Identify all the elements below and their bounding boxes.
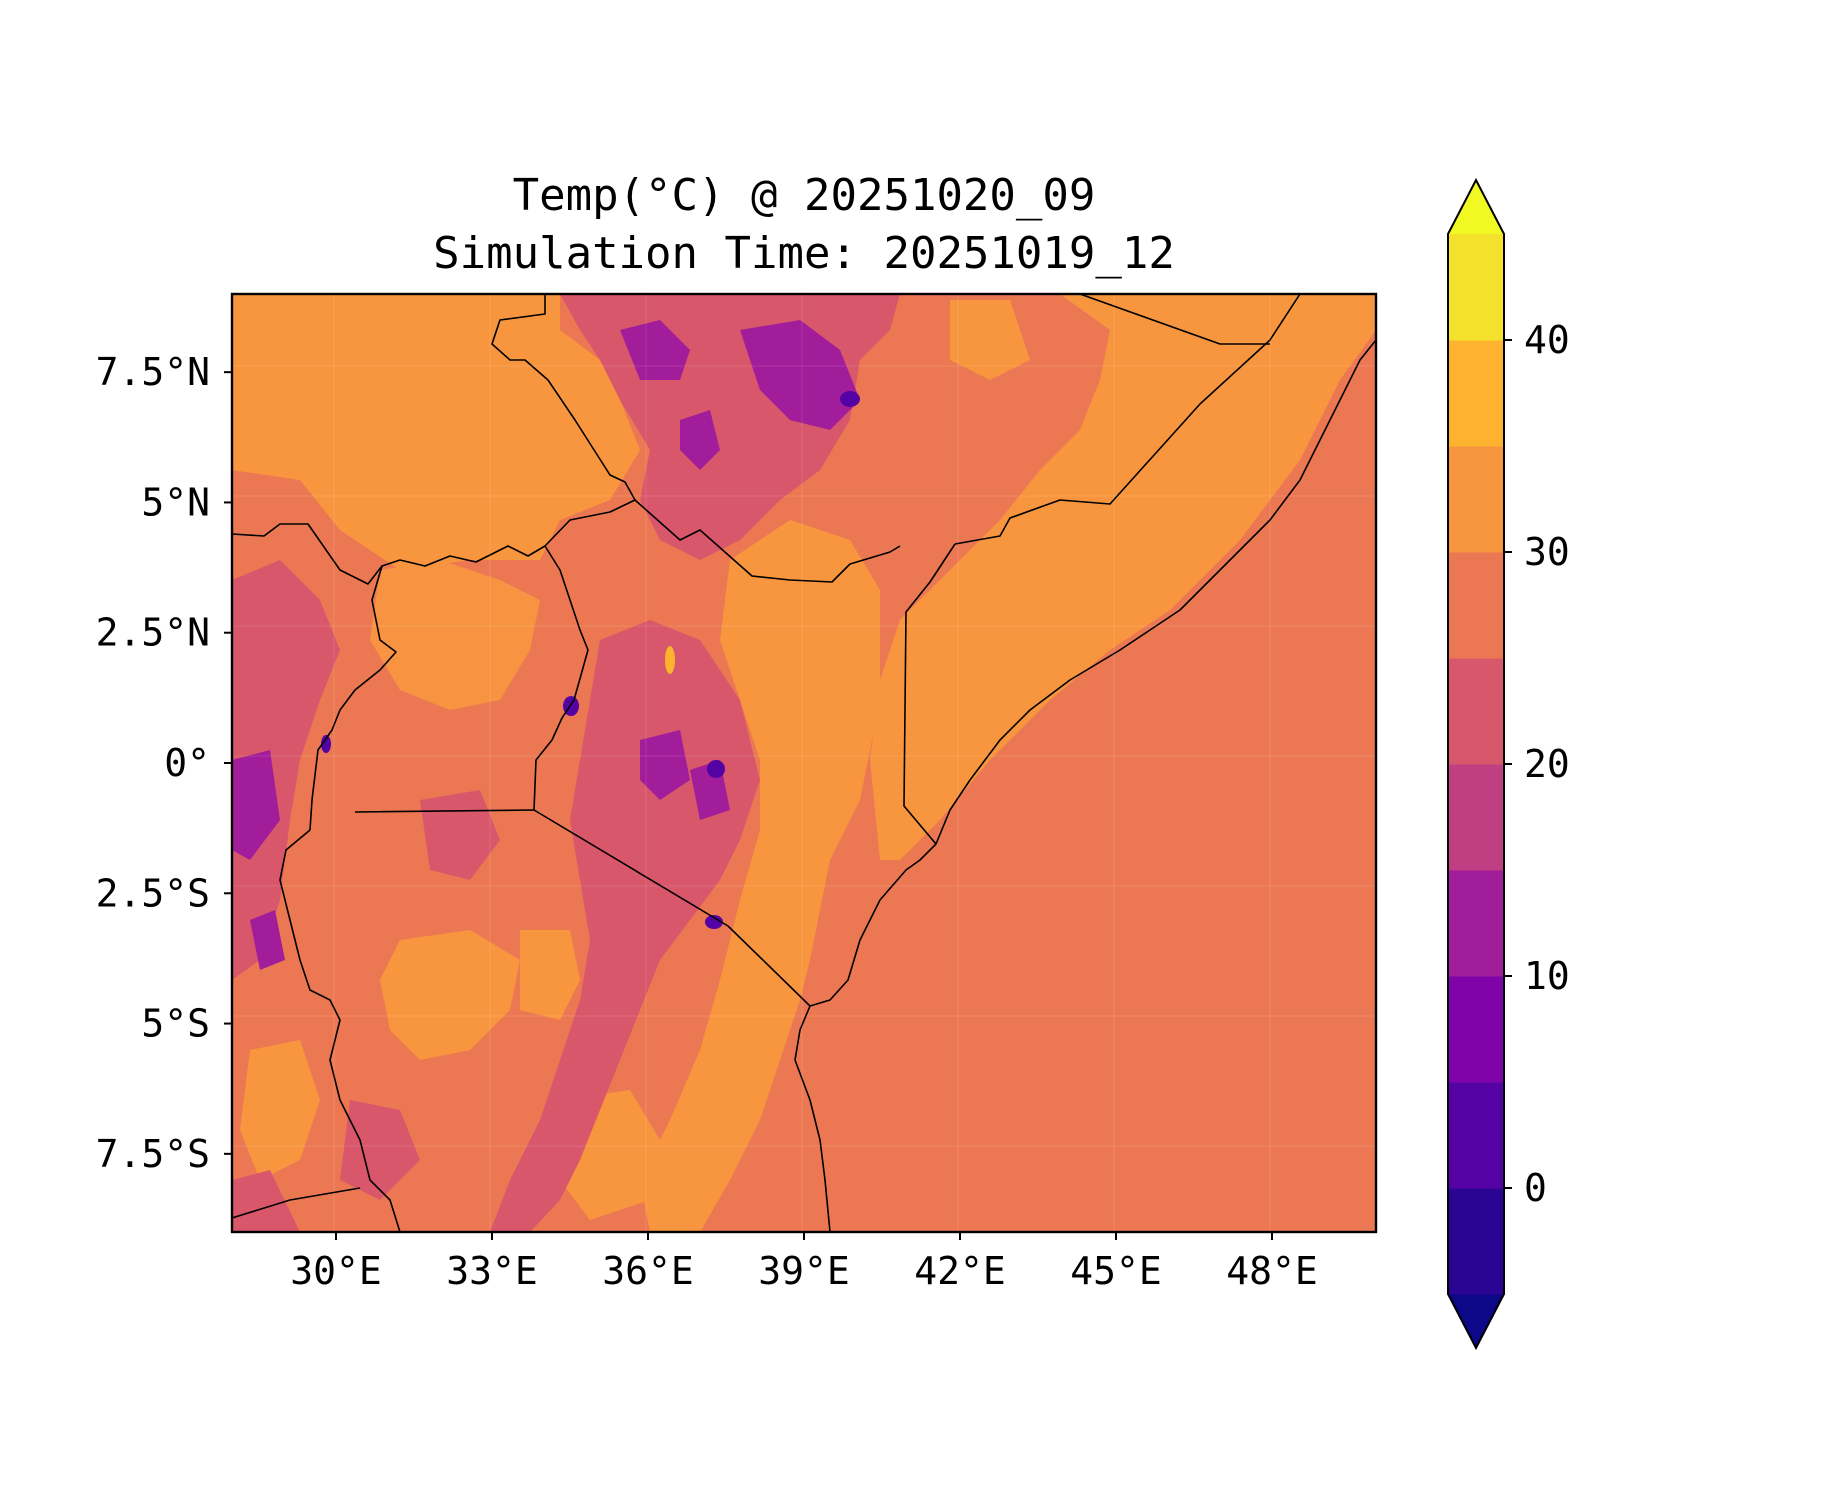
colorbar-bin xyxy=(1448,1188,1504,1295)
colorbar-bin xyxy=(1448,976,1504,1083)
colorbar-bin xyxy=(1448,234,1504,341)
colorbar: 40 30 20 10 0 xyxy=(1447,177,1570,1351)
y-tick-label: 7.5°S xyxy=(96,1132,210,1176)
y-tick-label: 2.5°S xyxy=(96,871,210,915)
colorbar-bin xyxy=(1448,340,1504,447)
x-tick-label: 30°E xyxy=(290,1249,382,1293)
x-tick-label: 48°E xyxy=(1226,1249,1318,1293)
colorbar-tick-label: 0 xyxy=(1524,1166,1547,1210)
colorbar-extend-under xyxy=(1448,1294,1504,1348)
x-tick-label: 45°E xyxy=(1070,1249,1162,1293)
y-tick-label: 0° xyxy=(164,741,210,785)
map-subtitle: Simulation Time: 20251019_12 xyxy=(433,228,1175,279)
country-borders xyxy=(232,294,1376,1232)
y-tick-label: 5°S xyxy=(141,1002,210,1046)
y-axis-ticks: 7.5°N 5°N 2.5°N 0° 2.5°S 5°S 7.5°S xyxy=(96,350,232,1176)
x-tick-label: 42°E xyxy=(914,1249,1006,1293)
colorbar-bin xyxy=(1448,446,1504,553)
colorbar-bin xyxy=(1448,764,1504,871)
colorbar-tick-label: 20 xyxy=(1524,742,1570,786)
colorbar-bin xyxy=(1448,658,1504,765)
y-tick-label: 5°N xyxy=(141,480,210,524)
colorbar-bin xyxy=(1448,552,1504,659)
cold-peaks xyxy=(232,320,860,970)
x-tick-label: 36°E xyxy=(602,1249,694,1293)
colorbar-bin xyxy=(1448,870,1504,977)
map-panel xyxy=(232,294,1376,1232)
x-tick-label: 33°E xyxy=(446,1249,538,1293)
y-tick-label: 7.5°N xyxy=(96,350,210,394)
hot-spots xyxy=(665,646,675,674)
y-tick-label: 2.5°N xyxy=(96,611,210,655)
x-tick-label: 39°E xyxy=(758,1249,850,1293)
colorbar-bin xyxy=(1448,1082,1504,1189)
map-title: Temp(°C) @ 20251020_09 xyxy=(513,170,1096,221)
colorbar-extend-over xyxy=(1448,180,1504,234)
colorbar-outline xyxy=(1447,177,1505,1351)
colorbar-tick-label: 10 xyxy=(1524,954,1570,998)
colorbar-tick-label: 40 xyxy=(1524,318,1570,362)
colorbar-tick-label: 30 xyxy=(1524,530,1570,574)
x-axis-ticks: 30°E 33°E 36°E 39°E 42°E 45°E 48°E xyxy=(290,1232,1318,1293)
gridlines xyxy=(232,294,1376,1232)
